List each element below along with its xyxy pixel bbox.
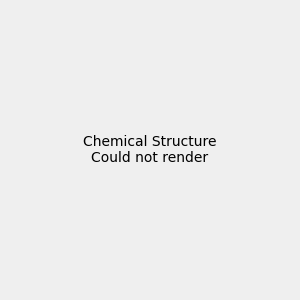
Text: Chemical Structure
Could not render: Chemical Structure Could not render [83, 135, 217, 165]
